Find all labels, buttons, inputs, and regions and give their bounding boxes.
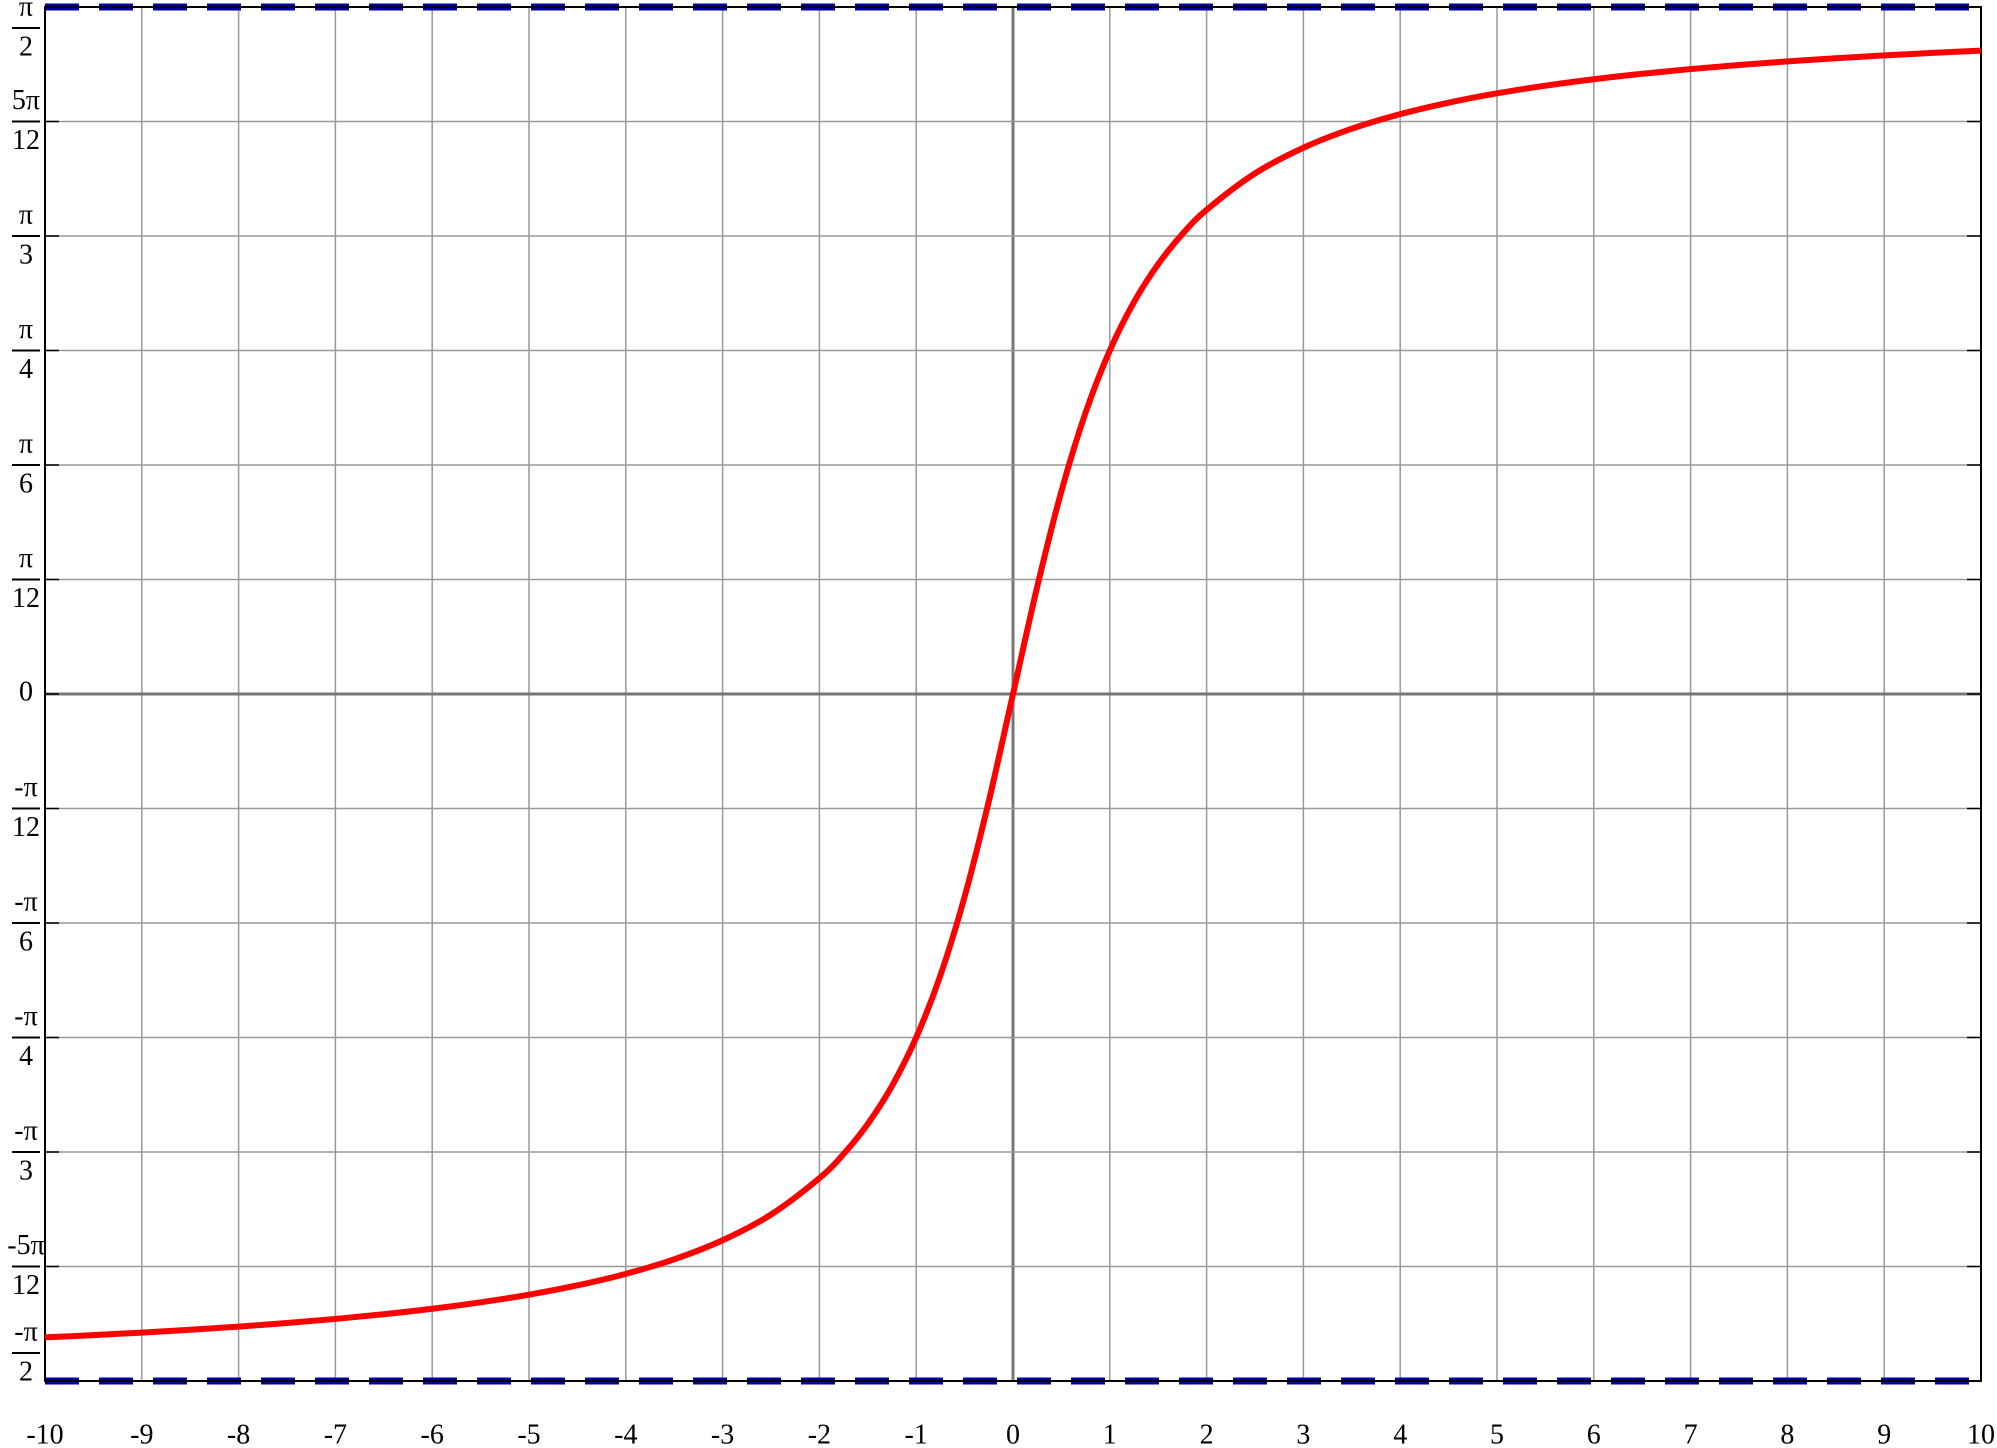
x-tick-label: -3 (711, 1419, 734, 1448)
x-tick-label: -7 (324, 1419, 347, 1448)
x-tick-label: 0 (1006, 1419, 1020, 1448)
x-tick-label: -10 (26, 1419, 63, 1448)
y-tick-label: π (19, 0, 33, 22)
curve (44, 47, 1982, 1341)
x-tick-label: -6 (421, 1419, 444, 1448)
y-tick-label: π (19, 314, 33, 345)
y-tick-label: 12 (12, 583, 40, 614)
x-tick-label: 1 (1103, 1419, 1117, 1448)
y-tick-label: π (19, 199, 33, 230)
x-tick-label: 4 (1393, 1419, 1407, 1448)
y-tick-label: 4 (19, 1041, 33, 1072)
y-tick-label: -π (14, 1115, 37, 1146)
y-tick-label: -π (14, 1316, 37, 1347)
y-tick-label: 0 (19, 676, 33, 707)
y-tick-label: 6 (19, 926, 33, 957)
y-tick-label: -5π (7, 1230, 44, 1261)
x-tick-label: 10 (1967, 1419, 1995, 1448)
x-tick-label: -2 (808, 1419, 831, 1448)
y-tick-label: 3 (19, 239, 33, 270)
y-tick-label: 12 (12, 125, 40, 156)
y-tick-label: 12 (12, 812, 40, 843)
x-tick-label: 5 (1490, 1419, 1504, 1448)
x-tick-label: 3 (1296, 1419, 1310, 1448)
y-tick-label: 4 (19, 354, 33, 385)
y-tick-label: -π (14, 772, 37, 803)
x-tick-label: 6 (1587, 1419, 1601, 1448)
x-tick-label: -4 (614, 1419, 637, 1448)
x-tick-label: -1 (905, 1419, 928, 1448)
y-tick-label: -π (14, 886, 37, 917)
y-tick-label: -π (14, 1001, 37, 1032)
x-tick-label: 7 (1684, 1419, 1698, 1448)
x-tick-label: 9 (1877, 1419, 1891, 1448)
y-tick-label: π (19, 543, 33, 574)
y-tick-label: 2 (19, 31, 33, 62)
x-tick-label: 8 (1780, 1419, 1794, 1448)
x-tick-label: -5 (517, 1419, 540, 1448)
y-tick-label: 5π (12, 85, 40, 116)
y-tick-label: 6 (19, 468, 33, 499)
y-tick-label: π (19, 428, 33, 459)
y-tick-label: 2 (19, 1356, 33, 1387)
y-tick-label: 12 (12, 1270, 40, 1301)
y-tick-label: 3 (19, 1155, 33, 1186)
plot-frame (44, 6, 1982, 1382)
x-tick-label: -8 (227, 1419, 250, 1448)
x-tick-label: 2 (1200, 1419, 1214, 1448)
x-tick-label: -9 (130, 1419, 153, 1448)
